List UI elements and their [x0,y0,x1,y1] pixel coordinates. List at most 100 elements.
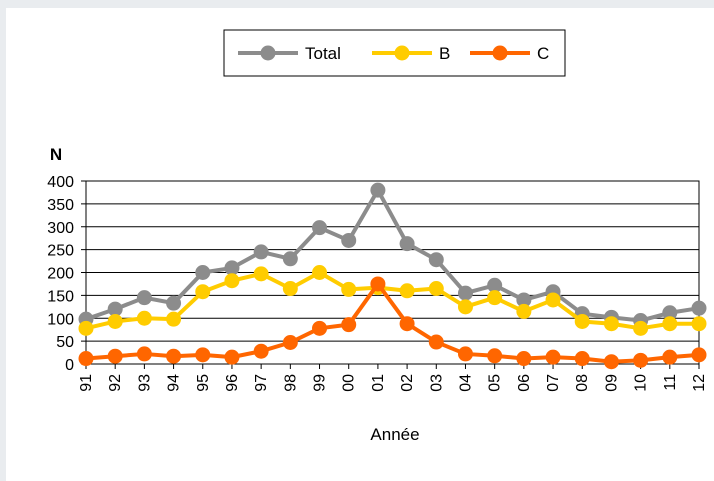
legend-label: C [537,44,549,63]
data-point-c-05 [487,348,503,364]
data-point-b-94 [166,311,182,327]
data-point-b-09 [603,316,619,332]
y-tick-label: 50 [56,334,74,351]
data-point-c-93 [136,346,152,362]
data-point-b-05 [487,290,503,306]
data-point-c-01 [370,276,386,292]
data-point-total-93 [136,290,152,306]
x-tick-label: 06 [516,374,533,392]
data-point-b-08 [574,313,590,329]
data-point-c-97 [253,343,269,359]
data-point-c-06 [516,351,532,367]
data-point-total-06 [516,292,532,308]
data-point-total-92 [107,301,123,317]
data-point-b-00 [341,281,357,297]
x-tick-label: 94 [166,374,183,392]
data-point-total-02 [399,236,415,252]
data-point-b-02 [399,283,415,299]
grid-lines [86,180,699,365]
data-point-c-92 [107,348,123,364]
data-point-c-07 [545,349,561,365]
data-point-b-06 [516,303,532,319]
legend-label: Total [305,44,341,63]
data-point-b-96 [224,273,240,289]
y-tick-label: 300 [47,220,74,237]
data-point-c-11 [662,349,678,365]
data-point-total-11 [662,305,678,321]
series-line-c [85,281,700,364]
legend-swatch-marker [492,45,508,61]
x-tick-label: 96 [224,374,241,392]
data-point-b-91 [78,320,94,336]
data-point-b-07 [545,292,561,308]
x-tick-label: 00 [341,374,358,392]
x-tick-label: 95 [195,374,212,392]
y-tick-label: 250 [47,243,74,260]
data-point-total-94 [166,295,182,311]
data-point-total-04 [457,285,473,301]
data-point-c-08 [574,351,590,367]
x-tick-label: 11 [662,374,679,391]
data-point-c-94 [166,348,182,364]
series-total [78,182,707,329]
data-point-c-03 [428,334,444,350]
x-tick-label: 04 [457,374,474,392]
data-point-total-01 [370,182,386,198]
data-point-total-97 [253,244,269,260]
series-c [78,276,707,370]
data-point-b-10 [633,320,649,336]
y-tick-label: 200 [47,266,74,283]
legend-label: B [439,44,450,63]
data-point-total-03 [428,252,444,268]
x-tick-label: 91 [78,374,95,392]
x-tick-label: 05 [487,374,504,392]
data-point-b-92 [107,313,123,329]
data-point-c-04 [457,346,473,362]
data-point-b-97 [253,266,269,282]
plot-area-border [85,180,700,365]
x-tick-label: 12 [691,374,708,392]
data-point-b-95 [195,284,211,300]
x-tick-label: 92 [107,374,124,392]
data-point-c-09 [603,354,619,370]
data-point-total-98 [282,251,298,267]
x-tick-label: 99 [312,374,329,392]
series-line-total [85,188,700,323]
data-point-total-99 [312,220,328,236]
data-point-c-02 [399,316,415,332]
x-tick-label: 97 [253,374,270,392]
series-line-b [85,270,699,331]
legend-item-b: B [372,44,450,63]
data-point-total-00 [341,232,357,248]
y-tick-label: 0 [65,357,74,374]
y-tick-label: 400 [47,174,74,191]
x-tick-label: 08 [574,374,591,392]
legend-item-c: C [470,44,549,63]
data-point-c-98 [282,334,298,350]
data-point-b-93 [136,310,152,326]
x-tick-label: 02 [399,374,416,392]
data-point-c-00 [341,317,357,333]
y-tick-label: 150 [47,288,74,305]
data-point-b-12 [691,316,707,332]
x-axis-label: Année [370,425,419,444]
chart-frame [6,8,714,481]
data-point-total-95 [195,265,211,280]
legend-swatch-marker [394,45,410,61]
y-axis-label: N [50,145,62,164]
data-point-total-05 [487,277,503,293]
x-tick-label: 09 [603,374,620,392]
data-point-c-99 [312,320,328,336]
data-point-total-96 [224,260,240,276]
x-tick-label: 07 [545,374,562,392]
x-tick-label: 10 [633,374,650,392]
x-tick-label: 03 [428,374,445,392]
data-point-b-99 [312,265,328,280]
x-tick-label: 93 [136,374,153,392]
data-point-c-95 [195,347,211,363]
y-tick-label: 350 [47,197,74,214]
legend-swatch-marker [260,45,276,61]
legend-item-total: Total [238,44,341,63]
